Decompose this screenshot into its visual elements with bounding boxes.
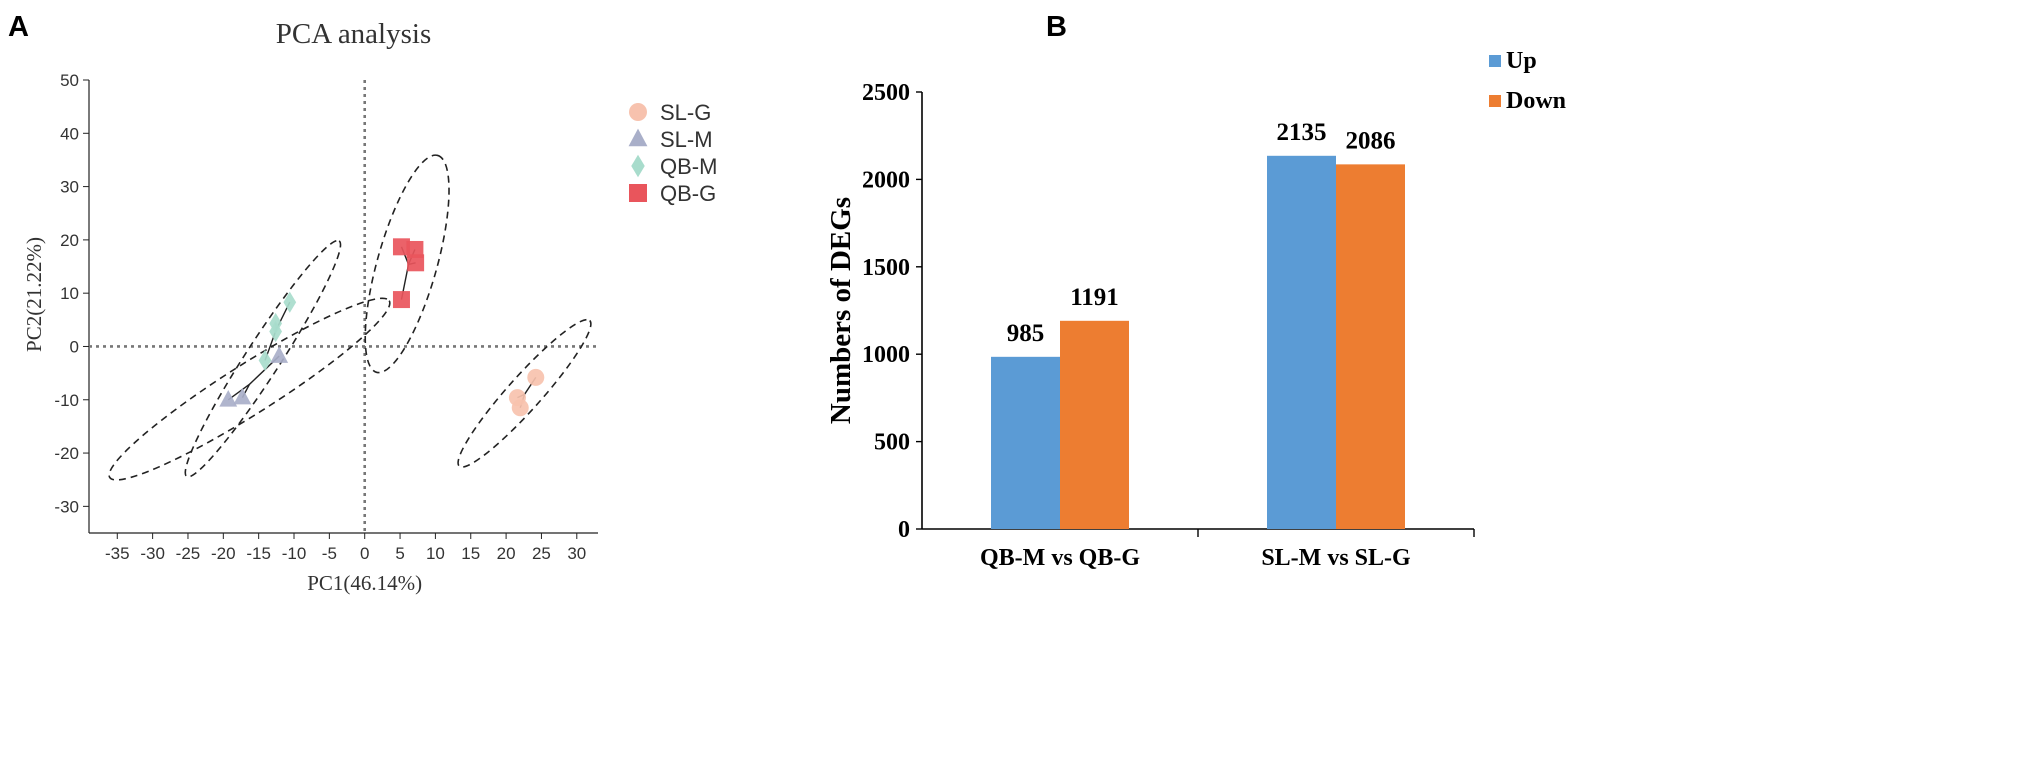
bar-y-tick-label: 2500 <box>862 80 910 106</box>
bar-up-qb-m-vs-qb-g <box>991 356 1060 529</box>
bar-down-qb-m-vs-qb-g <box>1060 320 1129 529</box>
pca-x-tick-label: -35 <box>105 544 130 563</box>
pca-y-tick-label: -30 <box>54 497 79 516</box>
bar-y-tick-label: 2000 <box>862 167 910 193</box>
data-point-qb-g <box>392 238 410 256</box>
bar-category-label-sl-m-vs-sl-g: SL-M vs SL-G <box>1261 545 1411 571</box>
legend-label-qb-g: QB-G <box>660 181 716 206</box>
data-point-qb-g <box>392 291 410 309</box>
bar-category-label-qb-m-vs-qb-g: QB-M vs QB-G <box>980 545 1140 571</box>
confidence-ellipse-qb-m <box>184 239 342 478</box>
bar-value-label-down-sl-m-vs-sl-g: 2086 <box>1346 127 1396 154</box>
pca-y-tick-label: 30 <box>60 178 79 197</box>
legend-label-qb-m: QB-M <box>660 154 717 179</box>
data-point-qb-m <box>258 349 272 371</box>
bar-value-label-down-qb-m-vs-qb-g: 1191 <box>1070 284 1119 311</box>
data-point-qb-g <box>407 254 425 272</box>
panel-letter-b: B <box>1046 11 1067 43</box>
pca-x-tick-label: -15 <box>246 544 271 563</box>
pca-x-tick-label: 20 <box>497 544 516 563</box>
legend-marker-sl-g <box>629 103 647 121</box>
bar-up-sl-m-vs-sl-g <box>1267 155 1336 529</box>
bar-legend-swatch-up <box>1489 55 1501 67</box>
bar-value-label-up-qb-m-vs-qb-g: 985 <box>1007 320 1045 347</box>
pca-y-tick-label: 40 <box>60 124 79 143</box>
bar-legend-swatch-down <box>1489 95 1501 107</box>
data-point-sl-m <box>270 346 289 363</box>
bar-chart: 0 500 1000 1500 2000 2500 Numbers of DEGs 985 11… <box>825 48 1566 571</box>
confidence-ellipse-qb-g <box>364 154 450 374</box>
pca-y-tick-label: -10 <box>54 391 79 410</box>
bar-value-label-up-sl-m-vs-sl-g: 2135 <box>1277 119 1327 146</box>
bar-y-tick-label: 0 <box>898 517 910 543</box>
pca-x-tick-label: -20 <box>211 544 236 563</box>
bar-legend-label-down: Down <box>1506 88 1566 114</box>
bar-y-tick-label: 1000 <box>862 342 910 368</box>
pca-x-tick-label: -5 <box>322 544 337 563</box>
confidence-ellipse-sl-m <box>108 297 391 481</box>
legend-marker-sl-m <box>628 128 648 147</box>
pca-x-axis-label: PC1(46.14%) <box>307 571 422 595</box>
pca-x-tick-label: 15 <box>461 544 480 563</box>
pca-y-axis-label: PC2(21.22%) <box>22 237 46 352</box>
pca-x-tick-label: -10 <box>282 544 307 563</box>
pca-y-tick-label: 50 <box>60 71 79 90</box>
legend-label-sl-m: SL-M <box>660 127 713 152</box>
pca-x-tick-label: -25 <box>176 544 201 563</box>
pca-y-tick-label: 0 <box>70 337 79 356</box>
data-point-sl-m <box>233 387 252 405</box>
bar-down-sl-m-vs-sl-g <box>1336 164 1405 530</box>
bar-y-axis-label: Numbers of DEGs <box>825 197 857 424</box>
bar-legend-label-up: Up <box>1506 48 1537 74</box>
pca-x-tick-label: 10 <box>426 544 445 563</box>
pca-y-tick-label: -20 <box>54 444 79 463</box>
pca-y-tick-label: 10 <box>60 284 79 303</box>
bar-y-tick-label: 1500 <box>862 255 910 281</box>
data-point-sl-g <box>511 399 529 417</box>
pca-y-tick-label: 20 <box>60 231 79 250</box>
data-point-qb-m <box>269 320 283 343</box>
legend-marker-qb-m <box>631 154 645 178</box>
pca-x-tick-label: -30 <box>140 544 165 563</box>
pca-x-tick-label: 25 <box>532 544 551 563</box>
panel-letter-a: A <box>8 11 29 43</box>
legend-label-sl-g: SL-G <box>660 100 711 125</box>
pca-title: PCA analysis <box>276 18 432 50</box>
pca-x-tick-label: 5 <box>395 544 404 563</box>
data-point-qb-g <box>406 240 424 258</box>
bar-y-tick-label: 500 <box>874 430 910 456</box>
legend-marker-qb-g <box>629 184 647 202</box>
pca-x-tick-label: 30 <box>567 544 586 563</box>
data-point-sl-m <box>219 389 238 407</box>
data-point-sl-g <box>527 368 545 386</box>
pca-x-tick-label: 0 <box>360 544 369 563</box>
data-point-qb-m <box>283 291 297 313</box>
confidence-ellipse-sl-g <box>457 318 592 468</box>
